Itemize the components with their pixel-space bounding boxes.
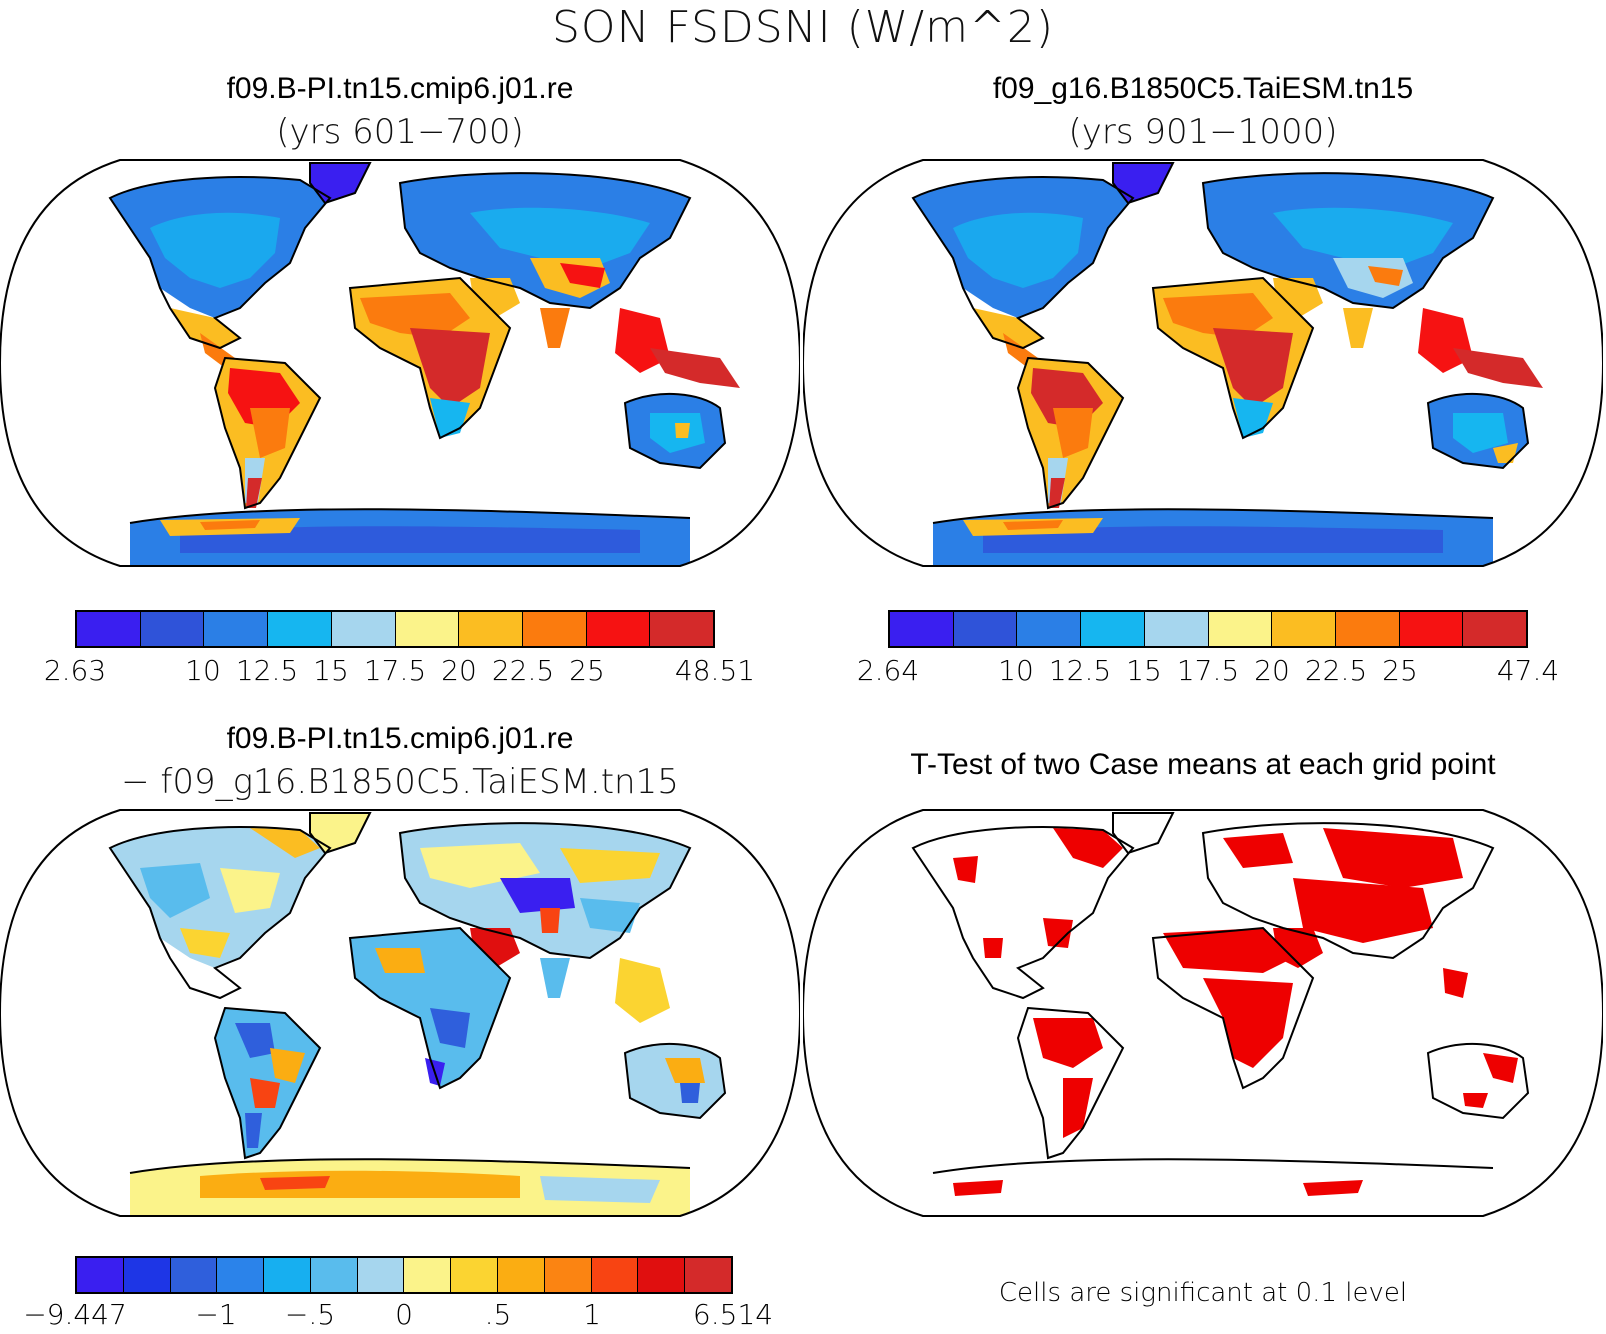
land-africa [350, 928, 510, 1088]
colorbar-tick-label: 22.5 [1304, 654, 1368, 687]
land-australia [625, 1043, 725, 1118]
colorbar-tick-label: 12.5 [1048, 654, 1112, 687]
colorbar-swatch [357, 1258, 405, 1292]
colorbar-tick-label: 12.5 [235, 654, 299, 687]
panel-subtitle-top-right: (yrs 901−1000) [1068, 112, 1338, 152]
colorbar-labels-bottom-left: −9.447 −1 −.5 0 .5 1 6.514 [23, 1298, 773, 1334]
colorbar-bottom-left [75, 1256, 733, 1294]
map-top-left [0, 159, 800, 567]
colorbar-swatch [331, 612, 396, 646]
colorbar-tick-label: −1 [195, 1298, 237, 1331]
colorbar-swatch [264, 1258, 311, 1292]
land-eurasia [400, 823, 690, 1023]
colorbar-swatch [204, 612, 269, 646]
colorbar-swatch [498, 1258, 545, 1292]
colorbar-tick-label: 48.51 [674, 654, 756, 687]
colorbar-swatch [591, 1258, 639, 1292]
colorbar-swatch [77, 612, 141, 646]
colorbar-swatch [638, 1258, 686, 1292]
colorbar-tick-label: 10 [185, 654, 221, 687]
colorbar-tick-label: 17.5 [363, 654, 427, 687]
colorbar-tick-label: 15 [313, 654, 349, 687]
map-bottom-left [0, 809, 800, 1217]
colorbar-swatch [685, 1258, 731, 1292]
colorbar-tick-label: −9.447 [23, 1298, 127, 1331]
significance-regions [953, 828, 1518, 1196]
colorbar-tick-label: 0 [395, 1298, 413, 1331]
land-north-america [913, 177, 1133, 368]
land-australia [625, 393, 725, 468]
colorbar-swatch [404, 1258, 452, 1292]
colorbar-swatch [140, 612, 205, 646]
panel-title-top-right: f09_g16.B1850C5.TaiESM.tn15 [992, 72, 1414, 105]
colorbar-swatch [451, 1258, 499, 1292]
colorbar-swatch [1208, 612, 1273, 646]
colorbar-swatch [650, 612, 714, 646]
land-africa [350, 278, 510, 438]
colorbar-tick-label: 22.5 [491, 654, 555, 687]
colorbar-tick-label: −.5 [284, 1298, 336, 1331]
colorbar-swatch [1017, 612, 1082, 646]
colorbar-swatch [170, 1258, 218, 1292]
land-eurasia [1203, 173, 1543, 388]
colorbar-tick-label: 2.63 [43, 654, 107, 687]
figure-title: SON FSDSNI (W/m^2) [552, 2, 1054, 53]
colorbar-swatch [123, 1258, 171, 1292]
panel-title-top-left: f09.B-PI.tn15.cmip6.j01.re [226, 72, 574, 105]
colorbar-swatch [586, 612, 651, 646]
colorbar-swatch [1399, 612, 1464, 646]
map-bottom-right [803, 809, 1603, 1217]
colorbar-swatch [544, 1258, 592, 1292]
panel-title-bottom-right: T-Test of two Case means at each grid po… [910, 748, 1496, 781]
colorbar-swatch [459, 612, 523, 646]
panel-subtitle-top-left: (yrs 601−700) [276, 112, 524, 152]
colorbar-tick-label: 1 [583, 1298, 601, 1331]
colorbar-swatch [953, 612, 1018, 646]
colorbar-swatch [77, 1258, 124, 1292]
colorbar-swatch [890, 612, 954, 646]
colorbar-tick-label: 10 [998, 654, 1034, 687]
colorbar-swatch [1463, 612, 1527, 646]
colorbar-top-right [888, 610, 1528, 648]
colorbar-tick-label: 15 [1126, 654, 1162, 687]
significance-note: Cells are significant at 0.1 level [998, 1278, 1408, 1308]
colorbar-swatch [268, 612, 332, 646]
colorbar-swatch [217, 1258, 265, 1292]
colorbar-labels-top-right: 2.64 10 12.5 15 17.5 20 22.5 25 47.4 [857, 654, 1559, 690]
panel-title-bottom-left: f09.B-PI.tn15.cmip6.j01.re [226, 722, 574, 755]
colorbar-swatch [1081, 612, 1145, 646]
colorbar-swatch [1272, 612, 1336, 646]
land-antarctica [130, 1159, 690, 1216]
colorbar-swatch [522, 612, 587, 646]
colorbar-swatch [310, 1258, 358, 1292]
colorbar-swatch [1144, 612, 1209, 646]
colorbar-tick-label: 47.4 [1496, 654, 1560, 687]
colorbar-tick-label: 6.514 [692, 1298, 774, 1331]
panel-subtitle-bottom-left: − f09_g16.B1850C5.TaiESM.tn15 [121, 762, 679, 802]
colorbar-swatch [1335, 612, 1400, 646]
land-australia [1428, 393, 1528, 468]
colorbar-tick-label: 25 [1382, 654, 1418, 687]
colorbar-tick-label: .5 [484, 1298, 512, 1331]
colorbar-tick-label: 20 [1254, 654, 1290, 687]
map-top-right [803, 159, 1603, 567]
colorbar-tick-label: 17.5 [1176, 654, 1240, 687]
colorbar-tick-label: 2.64 [856, 654, 920, 687]
colorbar-swatch [395, 612, 460, 646]
land-north-america [110, 827, 330, 968]
colorbar-top-left [75, 610, 715, 648]
colorbar-labels-top-left: 2.63 10 12.5 15 17.5 20 22.5 25 48.51 [44, 654, 755, 690]
colorbar-tick-label: 25 [569, 654, 605, 687]
land-north-america [110, 177, 330, 368]
land-antarctica [933, 509, 1493, 566]
colorbar-tick-label: 20 [441, 654, 477, 687]
land-antarctica [130, 509, 690, 566]
